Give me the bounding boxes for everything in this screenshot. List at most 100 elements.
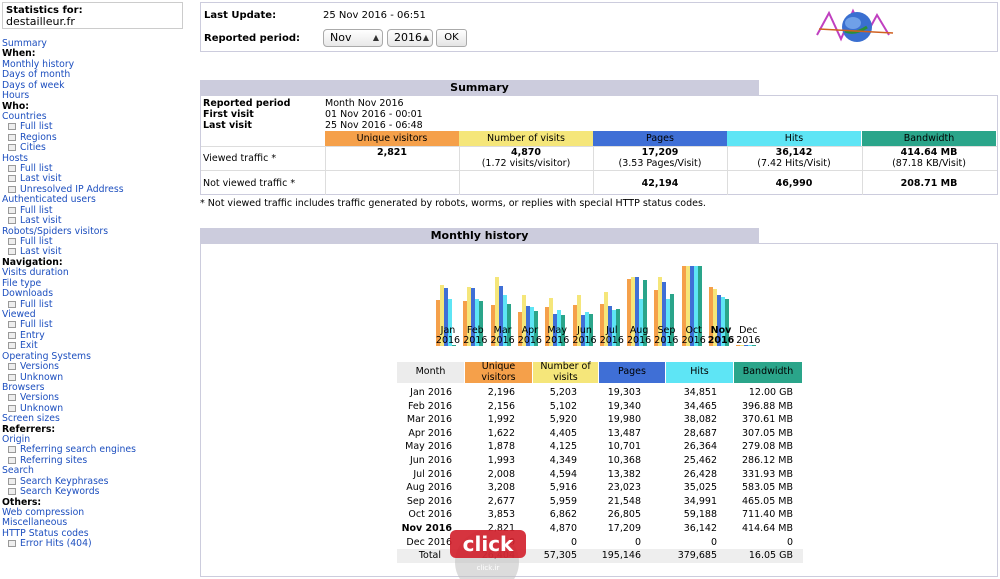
menu-item-regions[interactable]: Regions xyxy=(2,132,190,143)
cell-visits: 5,102 xyxy=(549,400,577,412)
menu-item-hours[interactable]: Hours xyxy=(2,90,190,101)
menu-item-referring-search-engines[interactable]: Referring search engines xyxy=(2,445,190,455)
menu-item-unknown[interactable]: Unknown xyxy=(2,403,190,414)
menu-item-who: Who: xyxy=(2,101,190,112)
menu-item-origin[interactable]: Origin xyxy=(2,434,190,445)
menu-item-label: Search Keywords xyxy=(20,486,100,498)
bar-number-of-visits-feb-2016 xyxy=(467,286,472,346)
menu-item-cities[interactable]: Cities xyxy=(2,143,190,153)
menu-item-label: Monthly history xyxy=(2,58,75,70)
menu-item-downloads[interactable]: Downloads xyxy=(2,288,190,299)
menu-item-full-list[interactable]: Full list xyxy=(2,204,190,216)
menu-item-web-compression[interactable]: Web compression xyxy=(2,506,190,518)
menu-item-robots-spiders-visitors[interactable]: Robots/Spiders visitors xyxy=(2,226,190,237)
menu-item-screen-sizes[interactable]: Screen sizes xyxy=(2,413,190,424)
cell-bw: 307.05 MB xyxy=(742,427,793,439)
menu-item-search-keyphrases[interactable]: Search Keyphrases xyxy=(2,476,190,487)
cell-pages: 13,487 xyxy=(607,427,641,439)
bar-hits-nov-2016 xyxy=(721,297,725,346)
ok-button[interactable]: OK xyxy=(436,29,467,47)
month-select[interactable]: Nov ▲ xyxy=(323,29,383,47)
cell-bw: 396.88 MB xyxy=(742,400,793,412)
year-select[interactable]: 2016 ▲ xyxy=(387,29,433,47)
menu-item-versions[interactable]: Versions xyxy=(2,393,190,403)
menu-item-last-visit[interactable]: Last visit xyxy=(2,174,190,184)
menu-item-summary[interactable]: Summary xyxy=(2,38,190,49)
menu-item-referring-sites[interactable]: Referring sites xyxy=(2,455,190,466)
menu-item-entry[interactable]: Entry xyxy=(2,329,190,341)
cell-visitors: 1,993 xyxy=(487,455,515,466)
viewed-bandwidth-ratio: (87.18 KB/Visit) xyxy=(892,158,966,169)
x-tick-year: 2016 xyxy=(736,335,761,346)
menu-item-hosts[interactable]: Hosts xyxy=(2,153,190,164)
menu-item-days-of-month[interactable]: Days of month xyxy=(2,70,190,80)
menu-item-label: Referring search engines xyxy=(20,444,136,456)
menu-item-when: When: xyxy=(2,49,190,59)
menu-item-label: Web compression xyxy=(2,506,85,518)
menu-item-full-list[interactable]: Full list xyxy=(2,320,190,330)
cell-visitors: 2,156 xyxy=(487,400,515,412)
cell-bw: 583.05 MB xyxy=(742,482,793,494)
cell-visits: 5,203 xyxy=(549,387,577,398)
menu-item-file-type[interactable]: File type xyxy=(2,278,190,289)
x-tick-month: Jun xyxy=(577,325,592,336)
menu-item-visits-duration[interactable]: Visits duration xyxy=(2,268,190,278)
menu-item-full-list[interactable]: Full list xyxy=(2,163,190,175)
menu-item-versions[interactable]: Versions xyxy=(2,361,190,373)
monthly-col-hits: Hits xyxy=(666,362,733,383)
cell-visits: 4,405 xyxy=(549,427,577,439)
bar-unique-visitors-feb-2016 xyxy=(463,301,468,346)
menu-item-monthly-history[interactable]: Monthly history xyxy=(2,58,190,70)
cell-pages: 19,340 xyxy=(607,400,641,412)
menu-item-search-keywords[interactable]: Search Keywords xyxy=(2,486,190,498)
menu-item-unknown[interactable]: Unknown xyxy=(2,372,190,383)
menu-item-full-list[interactable]: Full list xyxy=(2,299,190,310)
menu-item-label: Last visit xyxy=(20,246,62,258)
summary-col-bandwidth: Bandwidth xyxy=(862,131,996,146)
menu-item-browsers[interactable]: Browsers xyxy=(2,382,190,393)
x-tick-year: 2016 xyxy=(435,335,461,346)
bar-unique-visitors-jan-2016 xyxy=(436,300,440,346)
cell-pages: 10,368 xyxy=(607,455,641,466)
menu-item-days-of-week[interactable]: Days of week xyxy=(2,80,190,91)
total-label: Total xyxy=(418,550,441,562)
year-select-value: 2016 xyxy=(394,31,422,44)
menu-item-exit[interactable]: Exit xyxy=(2,341,190,351)
menu-item-countries[interactable]: Countries xyxy=(2,111,190,122)
menu-item-label: Versions xyxy=(20,361,60,373)
menu-item-full-list[interactable]: Full list xyxy=(2,122,190,132)
menu-item-viewed[interactable]: Viewed xyxy=(2,309,190,320)
bar-pages-dec-2016 xyxy=(744,345,749,346)
bar-unique-visitors-jun-2016 xyxy=(572,304,577,346)
menu-item-authenticated-users[interactable]: Authenticated users xyxy=(2,195,190,205)
menu-item-full-list[interactable]: Full list xyxy=(2,236,190,247)
cell-hits: 26,428 xyxy=(683,468,717,480)
submenu-icon xyxy=(8,540,16,548)
menu-item-label: Entry xyxy=(20,329,45,341)
menu-item-unresolved-ip-address[interactable]: Unresolved IP Address xyxy=(2,184,190,195)
last-update-label: Last Update: xyxy=(204,10,277,21)
cell-pages: 23,023 xyxy=(607,482,641,494)
menu-item-operating-systems[interactable]: Operating Systems xyxy=(2,351,190,362)
menu-item-error-hits-404[interactable]: Error Hits (404) xyxy=(2,539,190,549)
menu-item-miscellaneous[interactable]: Miscellaneous xyxy=(2,518,190,528)
submenu-icon xyxy=(8,342,16,350)
menu-item-last-visit[interactable]: Last visit xyxy=(2,215,190,226)
cell-hits: 59,188 xyxy=(683,509,717,521)
x-tick-label: Nov 2016 xyxy=(706,326,736,346)
submenu-icon xyxy=(8,217,16,225)
menu-item-label: Full list xyxy=(20,163,53,175)
summary-frame xyxy=(200,95,998,195)
menu-item-label: Full list xyxy=(20,204,53,216)
menu-item-http-status-codes[interactable]: HTTP Status codes xyxy=(2,528,190,539)
x-tick-year: 2016 xyxy=(490,335,515,346)
bar-hits-may-2016 xyxy=(557,310,562,346)
not-viewed-hits: 46,990 xyxy=(775,178,813,189)
submenu-icon xyxy=(8,488,16,496)
menu-item-search[interactable]: Search xyxy=(2,466,190,476)
x-tick-month: Nov xyxy=(710,325,732,336)
menu-item-last-visit[interactable]: Last visit xyxy=(2,247,190,257)
viewed-pages-ratio: (3.53 Pages/Visit) xyxy=(618,158,702,169)
x-tick-year: 2016 xyxy=(463,335,488,346)
menu-item-others: Others: xyxy=(2,497,190,508)
